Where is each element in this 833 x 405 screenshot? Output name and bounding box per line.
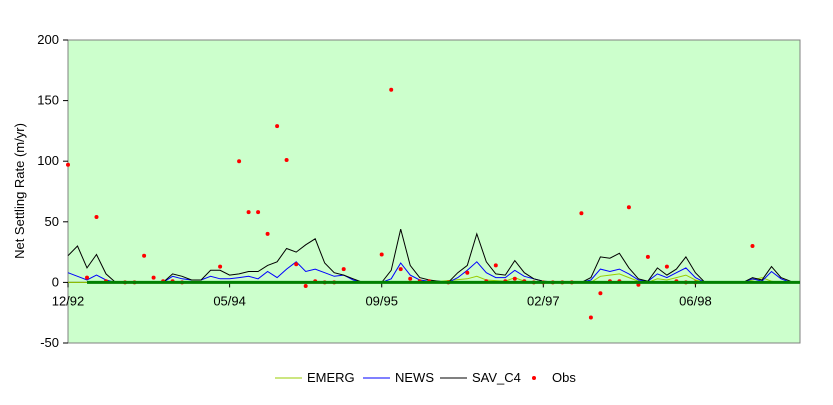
y-tick-label: -50 — [40, 335, 59, 350]
series-line-sav-c4 — [67, 228, 791, 283]
obs-point — [237, 159, 242, 164]
y-axis-label: Net Settling Rate (m/yr) — [12, 123, 27, 259]
obs-point — [465, 270, 470, 275]
obs-point — [626, 205, 631, 210]
y-tick-label: 50 — [45, 214, 59, 229]
obs-point — [750, 244, 755, 248]
obs-point — [142, 253, 147, 258]
legend-swatch-obs — [532, 376, 536, 380]
obs-point — [408, 276, 413, 281]
obs-point — [218, 264, 223, 269]
legend: EMERG NEWS SAV_C4 Obs — [275, 370, 576, 385]
y-axis: 200 150 100 50 0 -50 — [37, 32, 68, 350]
obs-point — [398, 267, 403, 272]
obs-point — [598, 291, 603, 296]
x-tick-label: 05/94 — [213, 293, 246, 308]
obs-point — [493, 263, 498, 268]
x-tick-label: 02/97 — [527, 293, 560, 308]
obs-point — [256, 210, 261, 215]
obs-point — [151, 275, 156, 280]
legend-label-news: NEWS — [395, 370, 434, 385]
plot-area — [67, 39, 801, 344]
obs-point — [294, 262, 299, 267]
obs-point — [265, 231, 270, 236]
obs-point — [389, 87, 394, 92]
legend-label-sav-c4: SAV_C4 — [472, 370, 521, 385]
x-tick-label: 06/98 — [679, 293, 712, 308]
obs-point — [664, 264, 669, 269]
obs-point — [246, 210, 251, 215]
obs-point — [512, 276, 517, 281]
obs-point — [579, 211, 584, 216]
obs-point — [588, 315, 593, 320]
obs-point — [284, 158, 289, 162]
x-tick-label: 12/92 — [52, 293, 85, 308]
legend-label-emerg: EMERG — [307, 370, 355, 385]
y-tick-label: 100 — [37, 153, 59, 168]
y-tick-label: 150 — [37, 93, 59, 108]
y-tick-label: 0 — [52, 274, 59, 289]
obs-point — [66, 162, 70, 167]
obs-point — [379, 252, 384, 257]
y-tick-label: 200 — [37, 32, 59, 47]
obs-point — [275, 124, 280, 129]
legend-label-obs: Obs — [552, 370, 576, 385]
obs-point — [303, 284, 308, 288]
obs-point — [94, 215, 99, 219]
obs-point — [341, 267, 346, 272]
obs-point — [85, 275, 89, 280]
x-tick-label: 09/95 — [365, 293, 398, 308]
obs-point — [645, 254, 650, 259]
